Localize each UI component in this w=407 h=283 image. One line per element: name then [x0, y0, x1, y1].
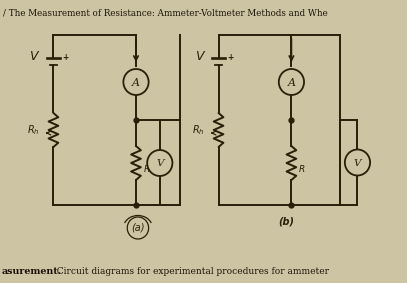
Text: V: V [29, 50, 38, 63]
Text: $R$: $R$ [298, 162, 306, 173]
Text: A: A [287, 78, 295, 87]
Circle shape [147, 150, 173, 176]
Circle shape [123, 69, 149, 95]
Text: +: + [62, 53, 68, 61]
Text: (b): (b) [278, 217, 295, 227]
Text: $R_h$: $R_h$ [27, 123, 40, 137]
Text: (a): (a) [131, 223, 144, 233]
Text: Circuit diagrams for experimental procedures for ammeter: Circuit diagrams for experimental proced… [50, 267, 328, 276]
Text: V: V [156, 159, 164, 168]
Circle shape [279, 69, 304, 95]
Text: / The Measurement of Resistance: Ammeter-Voltmeter Methods and Whe: / The Measurement of Resistance: Ammeter… [3, 8, 328, 17]
Text: V: V [195, 50, 203, 63]
Text: $R_h$: $R_h$ [193, 123, 205, 137]
Circle shape [345, 149, 370, 175]
Text: +: + [227, 53, 234, 61]
Text: $R$: $R$ [143, 162, 150, 173]
Text: V: V [354, 158, 361, 168]
Text: asurement.: asurement. [2, 267, 62, 276]
Text: A: A [132, 78, 140, 87]
